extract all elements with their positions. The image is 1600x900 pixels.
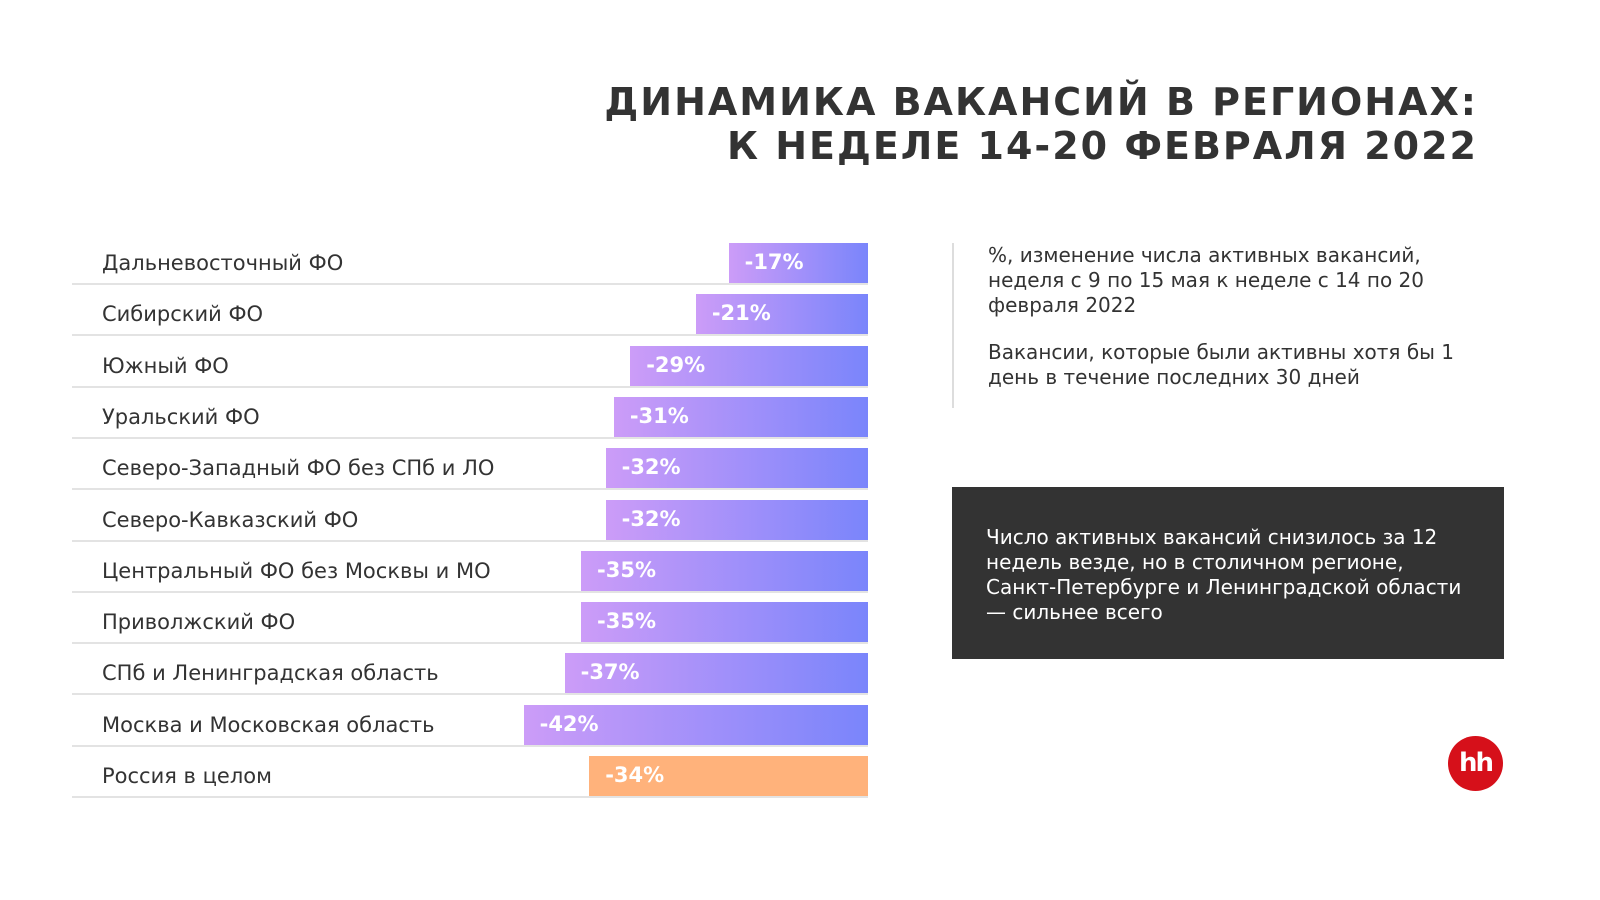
total-bar: -34% — [589, 756, 868, 796]
value-label: -37% — [580, 660, 640, 685]
hh-logo: hh — [1448, 736, 1503, 791]
value-label: -29% — [646, 352, 706, 377]
value-label: -42% — [539, 711, 599, 736]
region-bar: -32% — [605, 448, 868, 489]
region-bar: -42% — [523, 704, 868, 745]
value-label: -35% — [597, 609, 656, 634]
region-bar: -29% — [630, 345, 868, 386]
region-bar: -32% — [605, 499, 868, 540]
note-definition: Вакансии, которые были активны хотя бы 1… — [988, 340, 1455, 389]
value-label: -17% — [744, 250, 804, 274]
region-bar: -31% — [613, 396, 868, 437]
category-label: Центральный ФО без Москвы и МО — [102, 558, 491, 583]
category-label: Москва и Московская область — [102, 712, 435, 737]
chart-row: Москва и Московская область -42% — [72, 704, 868, 747]
chart-row: СПб и Ленинградская область -37% — [72, 653, 868, 696]
region-bar: -17% — [728, 243, 868, 283]
category-label: Уральский ФО — [102, 404, 260, 429]
chart-row: Россия в целом -34% — [72, 756, 868, 798]
region-bar: -21% — [695, 294, 868, 335]
chart-notes: %, изменение числа активных вакансий, не… — [952, 243, 1488, 408]
chart-row: Сибирский ФО -21% — [72, 294, 868, 337]
title-line-1: ДИНАМИКА ВАКАНСИЙ В РЕГИОНАХ: — [604, 80, 1478, 124]
category-label: СПб и Ленинградская область — [102, 661, 439, 686]
chart-row: Уральский ФО -31% — [72, 396, 868, 439]
chart-row: Северо-Кавказский ФО -32% — [72, 499, 868, 542]
chart-row: Центральный ФО без Москвы и МО -35% — [72, 550, 868, 593]
chart-row: Южный ФО -29% — [72, 345, 868, 388]
value-label: -31% — [629, 403, 689, 428]
value-label: -32% — [621, 506, 681, 531]
value-label: -21% — [711, 301, 771, 326]
chart-row: Северо-Западный ФО без СПб и ЛО -32% — [72, 448, 868, 491]
category-label: Южный ФО — [102, 353, 229, 378]
category-label: Северо-Кавказский ФО — [102, 507, 359, 532]
callout-box: Число активных вакансий снизилось за 12 … — [952, 487, 1504, 659]
callout-text: Число активных вакансий снизилось за 12 … — [986, 525, 1462, 624]
value-label: -34% — [605, 763, 665, 787]
region-bar: -35% — [581, 602, 868, 643]
category-label: Россия в целом — [102, 764, 272, 788]
category-label: Северо-Западный ФО без СПб и ЛО — [102, 456, 495, 481]
chart-row: Дальневосточный ФО -17% — [72, 243, 868, 285]
title-line-2: К НЕДЕЛЕ 14-20 ФЕВРАЛЯ 2022 — [726, 124, 1478, 168]
category-label: Сибирский ФО — [102, 302, 264, 327]
region-bar: -35% — [581, 550, 868, 591]
chart-row: Приволжский ФО -35% — [72, 602, 868, 645]
region-bar: -37% — [564, 653, 868, 694]
value-label: -35% — [597, 557, 656, 582]
category-label: Дальневосточный ФО — [102, 251, 344, 275]
note-metric: %, изменение числа активных вакансий, не… — [988, 243, 1425, 317]
value-label: -32% — [621, 455, 681, 480]
category-label: Приволжский ФО — [102, 610, 296, 635]
page-title: ДИНАМИКА ВАКАНСИЙ В РЕГИОНАХ: К НЕДЕЛЕ 1… — [604, 80, 1478, 168]
